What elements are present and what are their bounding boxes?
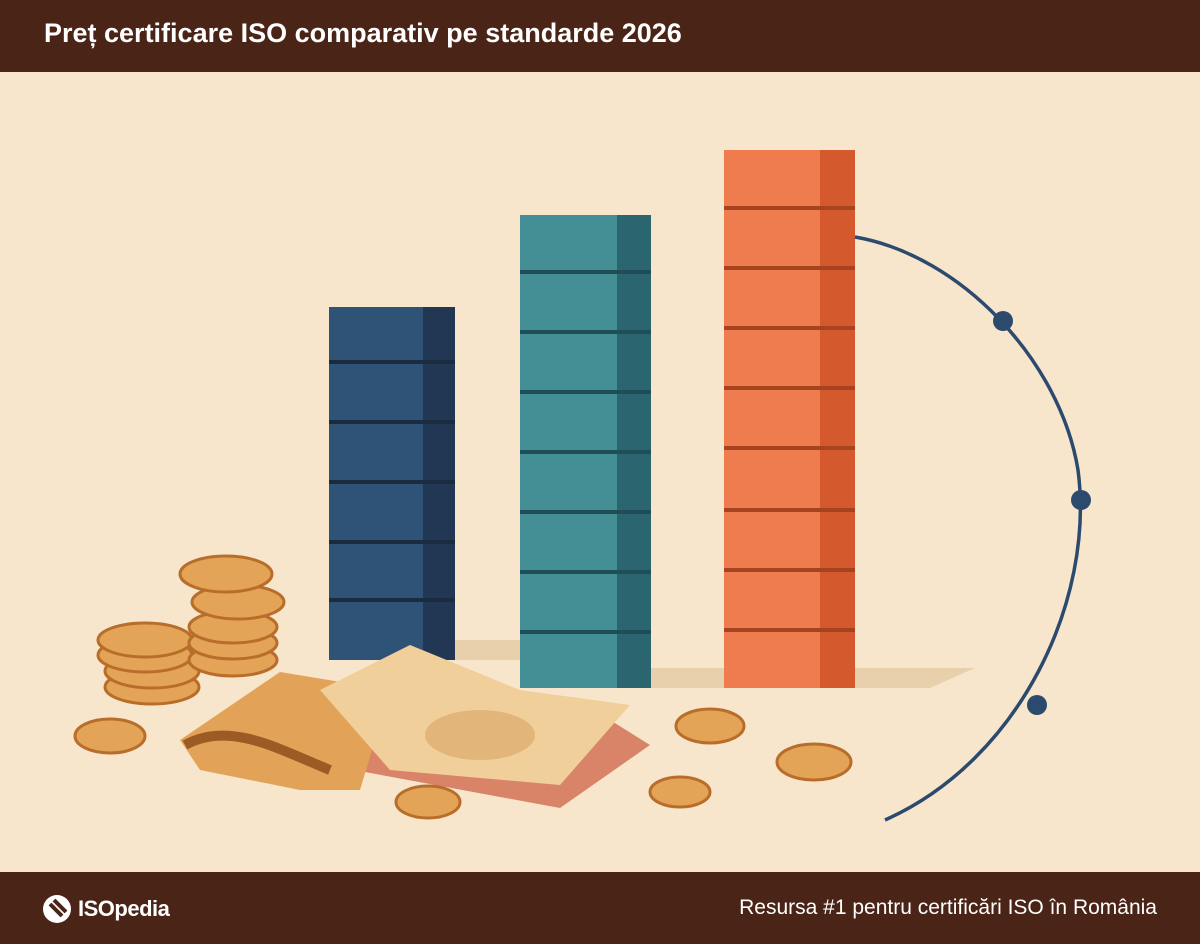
brand: ISOpedia	[78, 896, 170, 921]
footer: ISOpedia Resursa #1 pentru certificări I…	[0, 872, 1200, 944]
banknotes	[180, 645, 650, 808]
tagline: Resursa #1 pentru certificări ISO în Rom…	[739, 896, 1157, 919]
title: Preț certificare ISO comparativ pe stand…	[44, 18, 682, 48]
bar-teal	[520, 215, 651, 688]
header: Preț certificare ISO comparativ pe stand…	[0, 0, 1200, 72]
coins	[73, 554, 853, 820]
bar-orange	[724, 150, 855, 688]
bar-blue	[329, 307, 455, 660]
illustration	[73, 150, 1091, 822]
logo-icon	[43, 895, 71, 923]
arc	[854, 235, 1091, 822]
